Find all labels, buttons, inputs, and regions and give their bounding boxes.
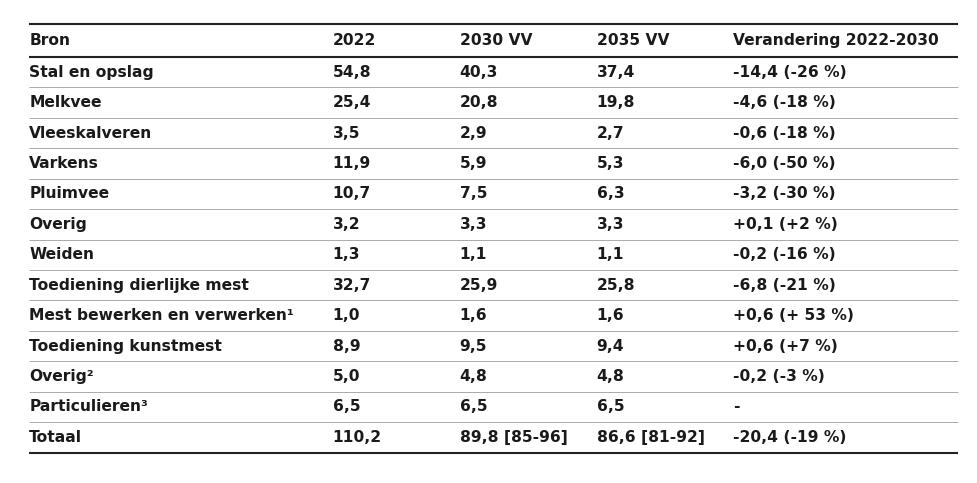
Text: -0,6 (-18 %): -0,6 (-18 %) bbox=[733, 126, 835, 141]
Text: 9,4: 9,4 bbox=[596, 339, 623, 354]
Text: 6,5: 6,5 bbox=[596, 399, 623, 414]
Text: 5,0: 5,0 bbox=[332, 369, 360, 384]
Text: 10,7: 10,7 bbox=[332, 186, 370, 201]
Text: Particulieren³: Particulieren³ bbox=[29, 399, 149, 414]
Text: -6,0 (-50 %): -6,0 (-50 %) bbox=[733, 156, 835, 171]
Text: Stal en opslag: Stal en opslag bbox=[29, 65, 153, 80]
Text: -14,4 (-26 %): -14,4 (-26 %) bbox=[733, 65, 846, 80]
Text: 2030 VV: 2030 VV bbox=[459, 33, 531, 48]
Text: 1,0: 1,0 bbox=[332, 308, 360, 323]
Text: 9,5: 9,5 bbox=[459, 339, 487, 354]
Text: 25,9: 25,9 bbox=[459, 278, 497, 293]
Text: 54,8: 54,8 bbox=[332, 65, 370, 80]
Text: 3,5: 3,5 bbox=[332, 126, 360, 141]
Text: 8,9: 8,9 bbox=[332, 339, 360, 354]
Text: 1,6: 1,6 bbox=[459, 308, 487, 323]
Text: 2,9: 2,9 bbox=[459, 126, 487, 141]
Text: -4,6 (-18 %): -4,6 (-18 %) bbox=[733, 95, 835, 110]
Text: -20,4 (-19 %): -20,4 (-19 %) bbox=[733, 430, 846, 445]
Text: 86,6 [81-92]: 86,6 [81-92] bbox=[596, 430, 703, 445]
Text: 3,2: 3,2 bbox=[332, 217, 360, 232]
Text: -6,8 (-21 %): -6,8 (-21 %) bbox=[733, 278, 835, 293]
Text: 19,8: 19,8 bbox=[596, 95, 634, 110]
Text: 25,8: 25,8 bbox=[596, 278, 634, 293]
Text: Mest bewerken en verwerken¹: Mest bewerken en verwerken¹ bbox=[29, 308, 294, 323]
Text: +0,6 (+ 53 %): +0,6 (+ 53 %) bbox=[733, 308, 854, 323]
Text: -0,2 (-3 %): -0,2 (-3 %) bbox=[733, 369, 825, 384]
Text: -0,2 (-16 %): -0,2 (-16 %) bbox=[733, 247, 835, 262]
Text: Overig: Overig bbox=[29, 217, 87, 232]
Text: 110,2: 110,2 bbox=[332, 430, 381, 445]
Text: 37,4: 37,4 bbox=[596, 65, 634, 80]
Text: 6,3: 6,3 bbox=[596, 186, 623, 201]
Text: Pluimvee: Pluimvee bbox=[29, 186, 109, 201]
Text: Totaal: Totaal bbox=[29, 430, 82, 445]
Text: 4,8: 4,8 bbox=[459, 369, 487, 384]
Text: 11,9: 11,9 bbox=[332, 156, 370, 171]
Text: Varkens: Varkens bbox=[29, 156, 99, 171]
Text: 89,8 [85-96]: 89,8 [85-96] bbox=[459, 430, 567, 445]
Text: 2022: 2022 bbox=[332, 33, 375, 48]
Text: 40,3: 40,3 bbox=[459, 65, 497, 80]
Text: Vleeskalveren: Vleeskalveren bbox=[29, 126, 152, 141]
Text: 1,1: 1,1 bbox=[459, 247, 487, 262]
Text: 2035 VV: 2035 VV bbox=[596, 33, 668, 48]
Text: 1,6: 1,6 bbox=[596, 308, 623, 323]
Text: -3,2 (-30 %): -3,2 (-30 %) bbox=[733, 186, 835, 201]
Text: Toediening dierlijke mest: Toediening dierlijke mest bbox=[29, 278, 249, 293]
Text: 1,3: 1,3 bbox=[332, 247, 360, 262]
Text: Overig²: Overig² bbox=[29, 369, 94, 384]
Text: Verandering 2022-2030: Verandering 2022-2030 bbox=[733, 33, 938, 48]
Text: -: - bbox=[733, 399, 740, 414]
Text: Toediening kunstmest: Toediening kunstmest bbox=[29, 339, 222, 354]
Text: 7,5: 7,5 bbox=[459, 186, 487, 201]
Text: Melkvee: Melkvee bbox=[29, 95, 102, 110]
Text: 4,8: 4,8 bbox=[596, 369, 623, 384]
Text: Bron: Bron bbox=[29, 33, 70, 48]
Text: +0,1 (+2 %): +0,1 (+2 %) bbox=[733, 217, 837, 232]
Text: 3,3: 3,3 bbox=[596, 217, 623, 232]
Text: 5,3: 5,3 bbox=[596, 156, 623, 171]
Text: 32,7: 32,7 bbox=[332, 278, 370, 293]
Text: 20,8: 20,8 bbox=[459, 95, 497, 110]
Text: +0,6 (+7 %): +0,6 (+7 %) bbox=[733, 339, 837, 354]
Text: 2,7: 2,7 bbox=[596, 126, 623, 141]
Text: 1,1: 1,1 bbox=[596, 247, 623, 262]
Text: 25,4: 25,4 bbox=[332, 95, 370, 110]
Text: 5,9: 5,9 bbox=[459, 156, 487, 171]
Text: 6,5: 6,5 bbox=[332, 399, 360, 414]
Text: 3,3: 3,3 bbox=[459, 217, 487, 232]
Text: Weiden: Weiden bbox=[29, 247, 94, 262]
Text: 6,5: 6,5 bbox=[459, 399, 487, 414]
